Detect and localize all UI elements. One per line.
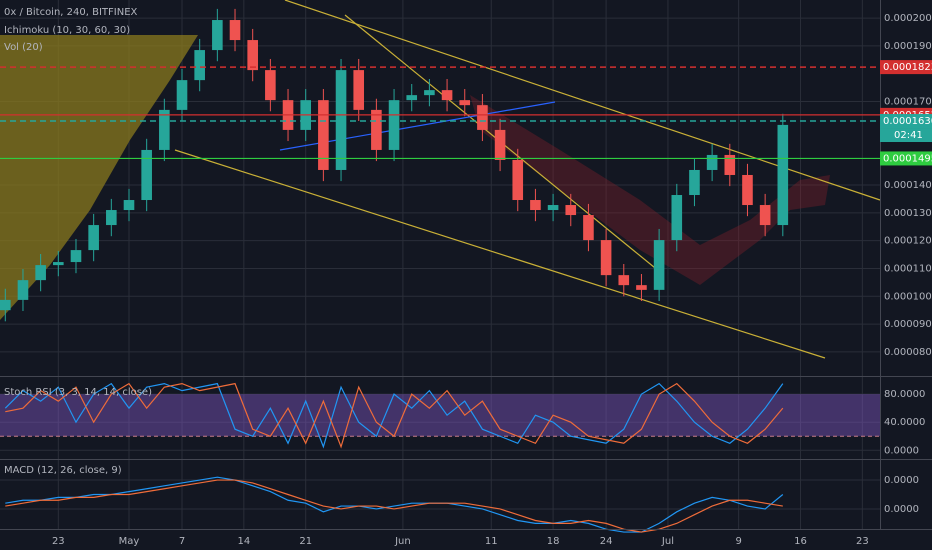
indicator-label: Ichimoku (10, 30, 60, 30)	[4, 25, 130, 36]
candle-body	[176, 80, 188, 110]
x-tick-label: 23	[856, 536, 869, 547]
x-tick-label: 11	[485, 536, 498, 547]
candle-body	[512, 159, 524, 201]
candle-body	[547, 205, 559, 211]
candle-body	[388, 100, 400, 150]
price-label: 0.00014954	[883, 153, 932, 164]
indicator-label: Stoch RSI (3, 3, 14, 14, close)	[4, 387, 152, 398]
x-tick-label: May	[119, 536, 140, 547]
candle-body	[335, 70, 347, 170]
indicator-label: Vol (20)	[4, 42, 43, 53]
y-tick-label: 0.0000	[884, 475, 919, 486]
y-tick-label: 40.0000	[884, 417, 925, 428]
candle-body	[106, 210, 117, 226]
candle-body	[759, 205, 771, 226]
y-tick-label: 0.00008000	[884, 347, 932, 358]
price-label: 0.00018238	[883, 62, 932, 73]
candle-body	[229, 20, 241, 41]
y-tick-label: 0.0000	[884, 504, 919, 515]
indicator-line	[5, 382, 784, 449]
chart-title: 0x / Bitcoin, 240, BITFINEX	[4, 7, 138, 18]
price-label: 0.00016300	[883, 116, 932, 127]
x-tick-label: 23	[52, 536, 65, 547]
candle-body	[371, 109, 382, 150]
candle-body	[123, 200, 135, 211]
y-tick-label: 0.00009000	[884, 319, 932, 330]
candle-body	[441, 90, 453, 101]
candle-body	[689, 169, 700, 196]
y-tick-label: 0.00017000	[884, 97, 932, 108]
candle-body	[35, 265, 46, 281]
y-tick-label: 0.00010000	[884, 291, 932, 302]
candle-body	[724, 154, 736, 175]
candle-body	[653, 240, 665, 290]
x-tick-label: 16	[794, 536, 807, 547]
indicator-line	[4, 382, 784, 449]
candle-body	[406, 95, 418, 101]
x-tick-label: 24	[600, 536, 613, 547]
y-tick-label: 0.00013000	[884, 208, 932, 219]
y-tick-label: 0.00014000	[884, 180, 932, 191]
indicator-line	[5, 479, 783, 533]
countdown-box	[880, 128, 932, 143]
ichimoku-cloud	[0, 35, 198, 320]
candle-body	[618, 275, 630, 286]
y-tick-label: 0.00020000	[884, 13, 932, 24]
y-tick-label: 80.0000	[884, 389, 925, 400]
candle-body	[565, 205, 577, 216]
x-tick-label: 7	[179, 536, 185, 547]
price-label-box	[880, 151, 932, 166]
y-tick-label: 0.0000	[884, 445, 919, 456]
candle-body	[265, 70, 276, 101]
y-tick-label: 0.00019000	[884, 41, 932, 52]
candle-body	[318, 100, 329, 170]
candle-body	[706, 154, 718, 170]
candle-body	[477, 105, 488, 130]
price-label-box	[880, 114, 932, 129]
candle-body	[459, 100, 471, 106]
candle-body	[17, 280, 29, 300]
candle-body	[247, 40, 258, 71]
candle-body	[159, 109, 170, 150]
candle-body	[530, 200, 541, 211]
candle-body	[70, 250, 82, 263]
axis: 23 May 7 14 21 Jun 11 18 24 Jul 9 16 23 0.00020000 0.0…	[52, 13, 932, 547]
candle-body	[494, 129, 506, 160]
x-tick-label: Jul	[661, 536, 674, 547]
candle-body	[636, 285, 647, 290]
candle-body	[212, 20, 223, 51]
x-tick-label: 14	[237, 536, 250, 547]
candle-body	[353, 70, 365, 110]
candle-body	[53, 262, 64, 266]
candle-body	[600, 240, 612, 276]
marks	[0, 8, 880, 533]
countdown: 02:41	[894, 130, 923, 141]
candle-body	[671, 195, 683, 241]
x-tick-label: 9	[735, 536, 741, 547]
candle-body	[141, 149, 152, 201]
candle-body	[742, 174, 753, 206]
candle-body	[583, 215, 594, 241]
trend-line	[174, 149, 826, 359]
candle-body	[0, 299, 11, 311]
x-tick-label: 18	[547, 536, 560, 547]
indicator-label: MACD (12, 26, close, 9)	[4, 465, 122, 476]
band	[0, 394, 880, 437]
candle-body	[424, 90, 435, 96]
indicator-line	[5, 476, 784, 533]
x-tick-label: 21	[299, 536, 312, 547]
price-label-box	[880, 60, 932, 75]
candle-body	[777, 124, 789, 226]
x-tick-label: Jun	[394, 536, 411, 547]
candle-body	[88, 225, 99, 251]
y-tick-label: 0.00011000	[884, 263, 932, 274]
y-tick-label: 0.00012000	[884, 236, 932, 247]
ichimoku-cloud	[470, 95, 830, 285]
candle-body	[194, 50, 205, 81]
